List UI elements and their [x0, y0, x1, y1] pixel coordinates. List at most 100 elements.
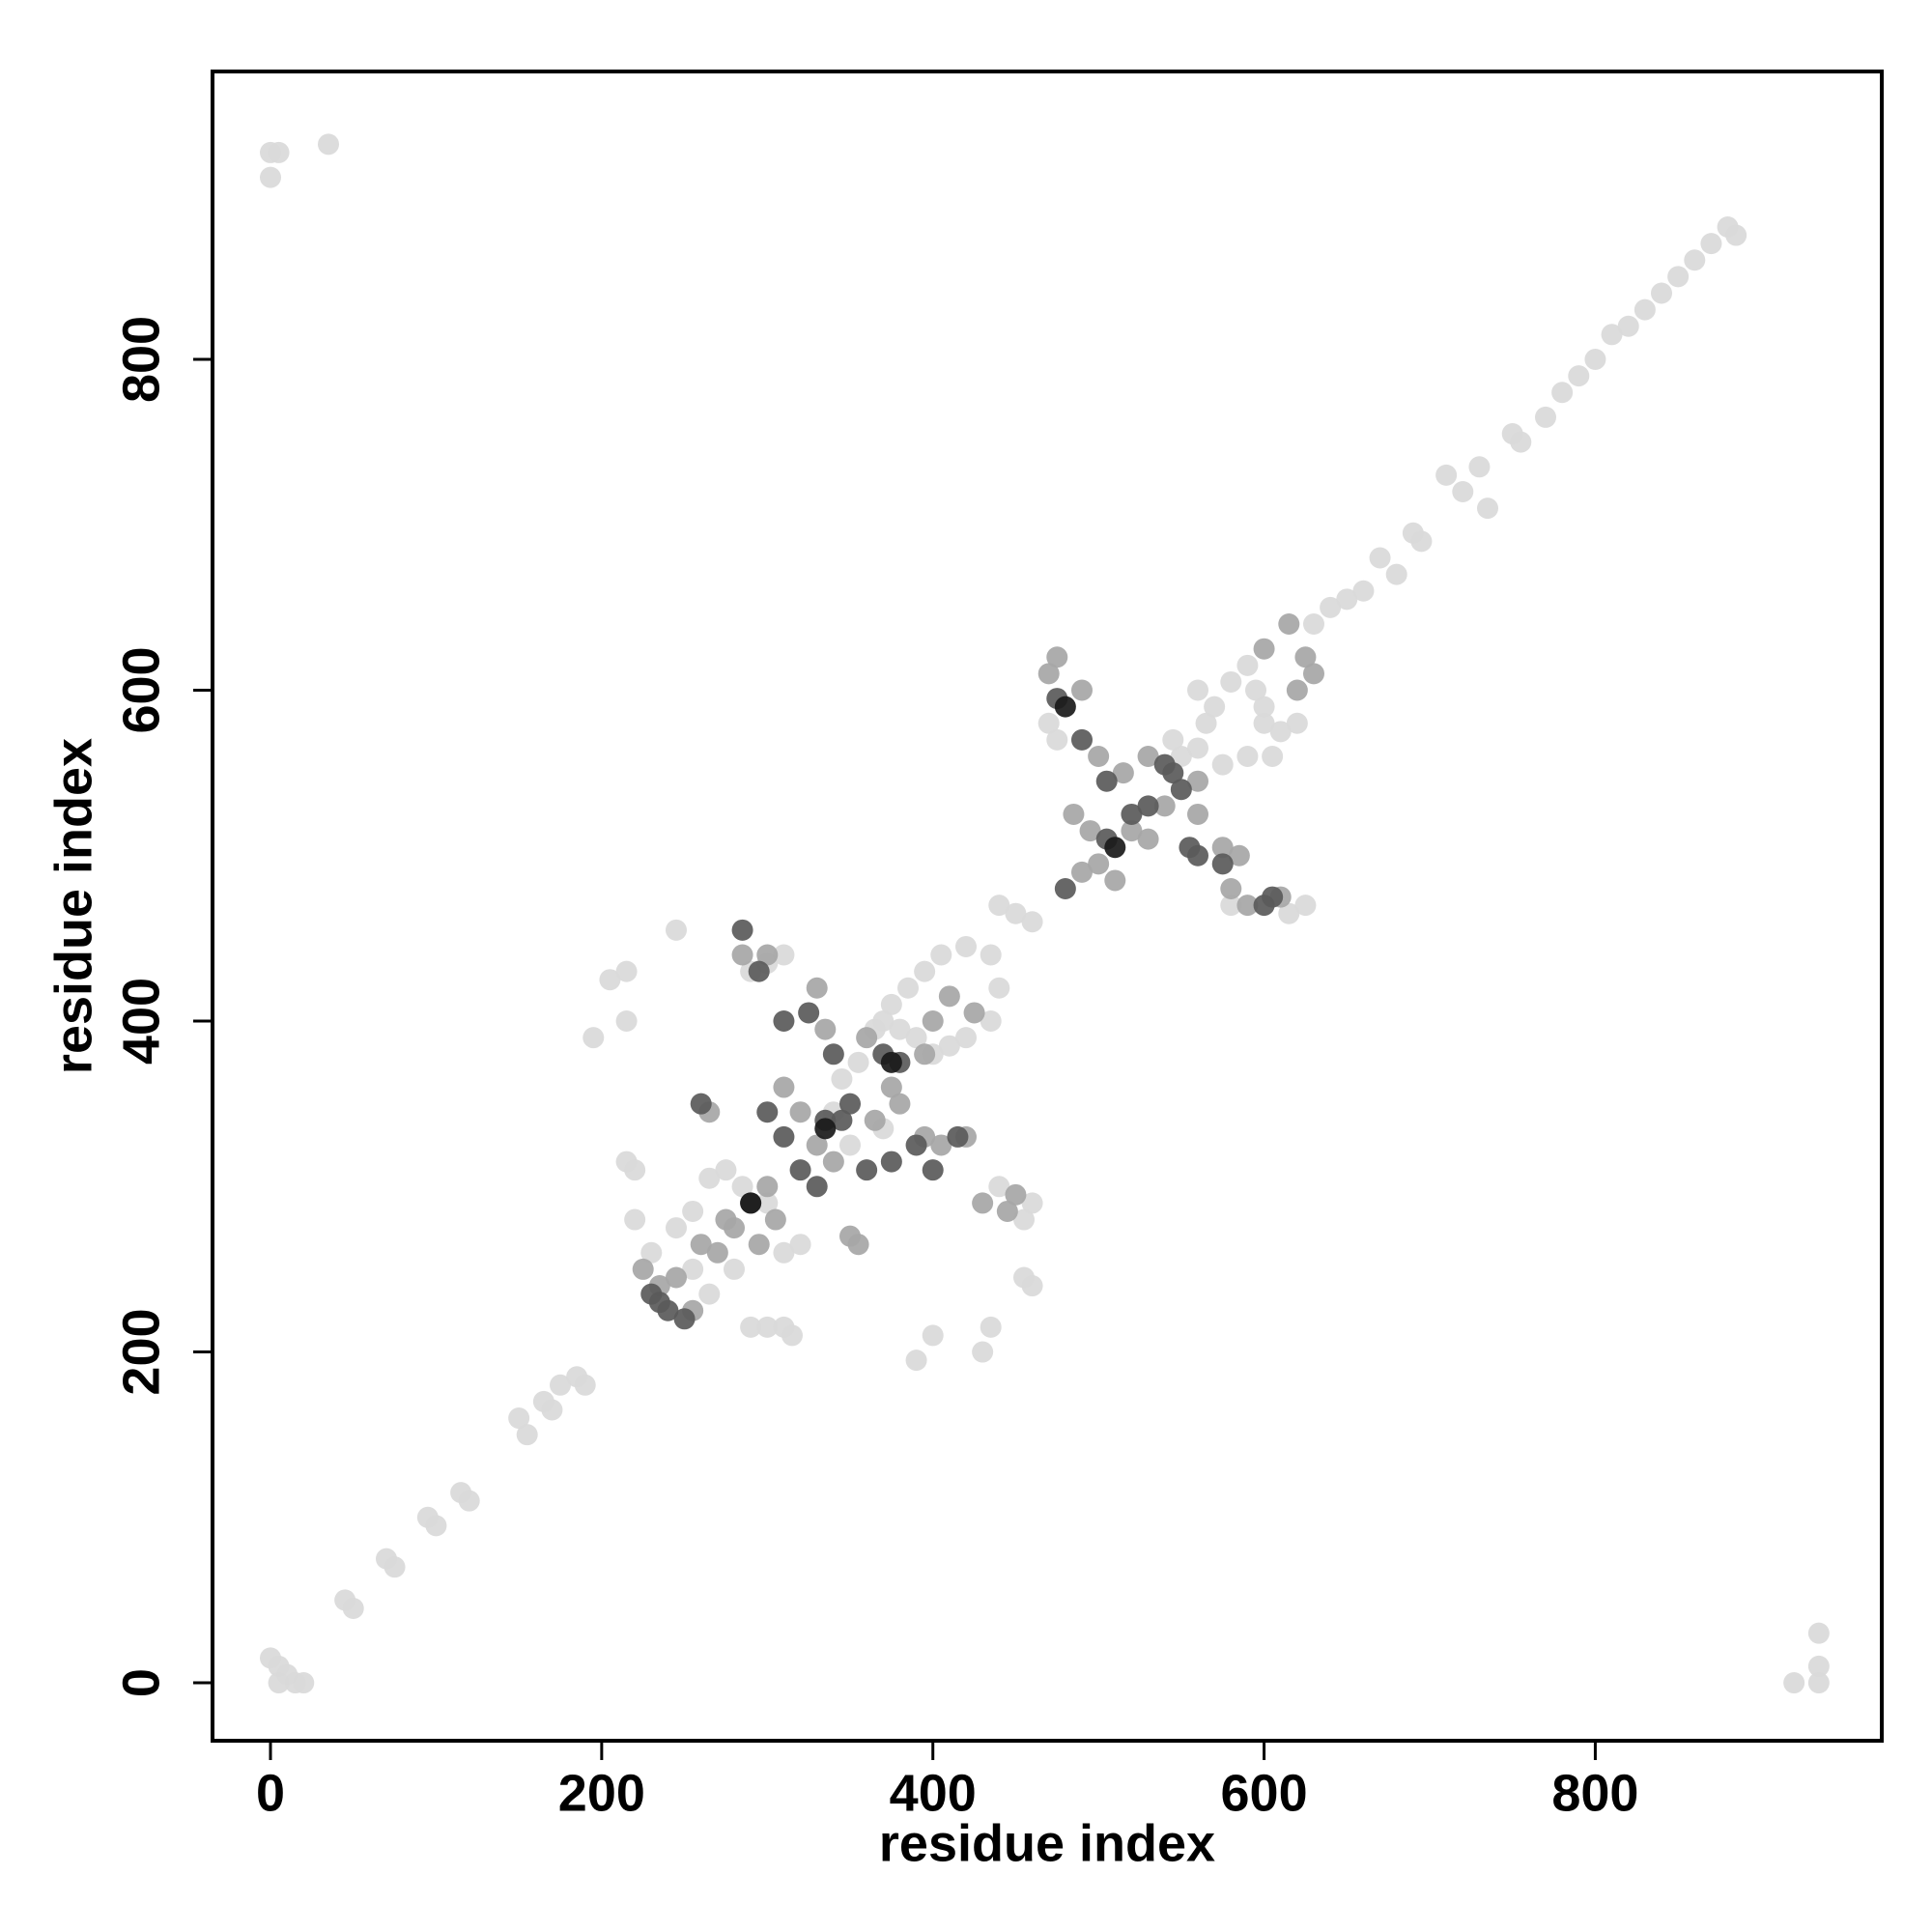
point	[698, 1283, 721, 1305]
point	[831, 1109, 853, 1131]
point	[914, 960, 936, 982]
point	[1468, 456, 1491, 478]
y-axis-title: residue index	[44, 738, 102, 1074]
point	[1385, 563, 1407, 585]
point	[1535, 406, 1556, 428]
point	[1013, 1208, 1035, 1231]
point	[1170, 746, 1192, 768]
point	[798, 1002, 820, 1024]
point	[599, 969, 621, 991]
point	[1435, 464, 1458, 486]
point	[1236, 895, 1259, 917]
point	[1807, 1655, 1830, 1677]
point	[715, 1159, 737, 1181]
point	[839, 1093, 861, 1115]
point	[773, 1241, 795, 1264]
point	[831, 1067, 853, 1090]
point	[1104, 869, 1126, 892]
point	[806, 1134, 828, 1156]
point	[1121, 803, 1143, 825]
point	[1452, 480, 1474, 502]
point	[698, 1167, 721, 1189]
point	[615, 1010, 638, 1033]
point	[980, 1010, 1002, 1033]
point	[748, 960, 770, 982]
point	[582, 1027, 605, 1049]
point	[1303, 663, 1324, 685]
point	[880, 1151, 902, 1173]
x-tick-label: 800	[1551, 1764, 1638, 1822]
point	[773, 1076, 795, 1098]
point	[880, 993, 902, 1015]
point	[1211, 853, 1234, 875]
point	[690, 1093, 712, 1115]
point	[847, 1234, 869, 1256]
point	[972, 1192, 994, 1214]
point	[847, 1051, 869, 1073]
point	[814, 1118, 837, 1140]
point	[1245, 679, 1266, 701]
point	[682, 1200, 704, 1222]
point	[731, 919, 753, 941]
point	[756, 944, 779, 966]
plot-frame	[211, 70, 1884, 1743]
point	[516, 1424, 538, 1446]
x-tick-label: 200	[558, 1764, 645, 1822]
point	[938, 1035, 960, 1057]
point	[756, 1176, 779, 1198]
point	[1037, 663, 1060, 685]
point	[930, 944, 952, 966]
point	[1369, 547, 1391, 569]
point	[1634, 298, 1656, 321]
point	[268, 1672, 290, 1694]
point	[260, 166, 281, 188]
point	[1137, 828, 1159, 850]
point	[1286, 712, 1308, 734]
point	[1601, 324, 1623, 346]
point	[1228, 844, 1250, 867]
point	[914, 1043, 936, 1065]
point	[1187, 803, 1208, 825]
point	[1684, 249, 1706, 271]
point	[773, 1010, 795, 1033]
point	[1063, 803, 1085, 825]
point	[1236, 746, 1259, 768]
point	[1054, 878, 1076, 900]
point	[1104, 837, 1126, 859]
point	[1187, 737, 1208, 759]
point	[897, 977, 919, 999]
point	[550, 1374, 571, 1396]
point	[756, 1101, 779, 1123]
point	[1617, 315, 1639, 337]
point	[1137, 795, 1159, 817]
point	[1294, 646, 1317, 668]
point	[864, 1109, 886, 1131]
point	[789, 1159, 811, 1181]
x-tick-label: 400	[890, 1764, 977, 1822]
point	[1584, 348, 1606, 370]
point	[980, 944, 1002, 966]
point	[1211, 837, 1234, 859]
point	[1153, 795, 1176, 817]
point	[822, 1151, 844, 1173]
point	[657, 1299, 679, 1321]
point	[541, 1399, 563, 1421]
point	[947, 1125, 969, 1148]
point	[1204, 696, 1226, 718]
point	[1153, 753, 1176, 776]
point	[972, 1341, 994, 1363]
point	[756, 1192, 779, 1214]
point	[740, 1192, 762, 1214]
point	[1262, 746, 1284, 768]
point	[889, 1018, 911, 1040]
y-tick-label: 0	[112, 1668, 170, 1697]
x-tick-label: 0	[256, 1764, 285, 1822]
point	[822, 1043, 844, 1065]
point	[1162, 728, 1184, 751]
point	[1410, 530, 1433, 553]
point	[706, 1241, 728, 1264]
point	[574, 1374, 596, 1396]
point	[789, 1101, 811, 1123]
point	[1088, 853, 1110, 875]
